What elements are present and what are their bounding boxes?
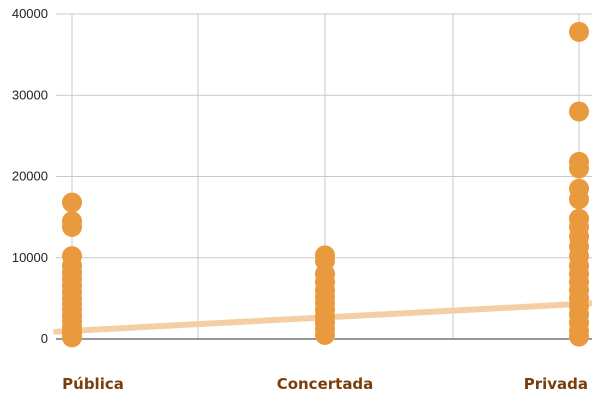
data-point xyxy=(569,326,589,347)
data-point xyxy=(62,327,82,348)
y-tick-label: 20000 xyxy=(12,169,48,184)
x-category-label: Pública xyxy=(62,375,124,393)
data-point xyxy=(569,21,589,42)
data-point xyxy=(569,189,589,210)
data-point xyxy=(569,158,589,179)
y-tick-label: 10000 xyxy=(12,250,48,265)
x-category-label: Privada xyxy=(524,375,588,393)
x-axis-categories: Pública Concertada Privada xyxy=(62,375,588,393)
y-tick-label: 40000 xyxy=(12,6,48,21)
y-tick-label: 0 xyxy=(41,331,48,346)
data-points xyxy=(62,21,589,348)
data-point xyxy=(315,324,335,345)
x-category-label: Concertada xyxy=(277,375,374,393)
y-axis-ticks: 0 10000 20000 30000 40000 xyxy=(12,6,48,346)
data-point xyxy=(569,101,589,122)
y-tick-label: 30000 xyxy=(12,87,48,102)
data-point xyxy=(62,216,82,237)
data-point xyxy=(62,192,82,213)
